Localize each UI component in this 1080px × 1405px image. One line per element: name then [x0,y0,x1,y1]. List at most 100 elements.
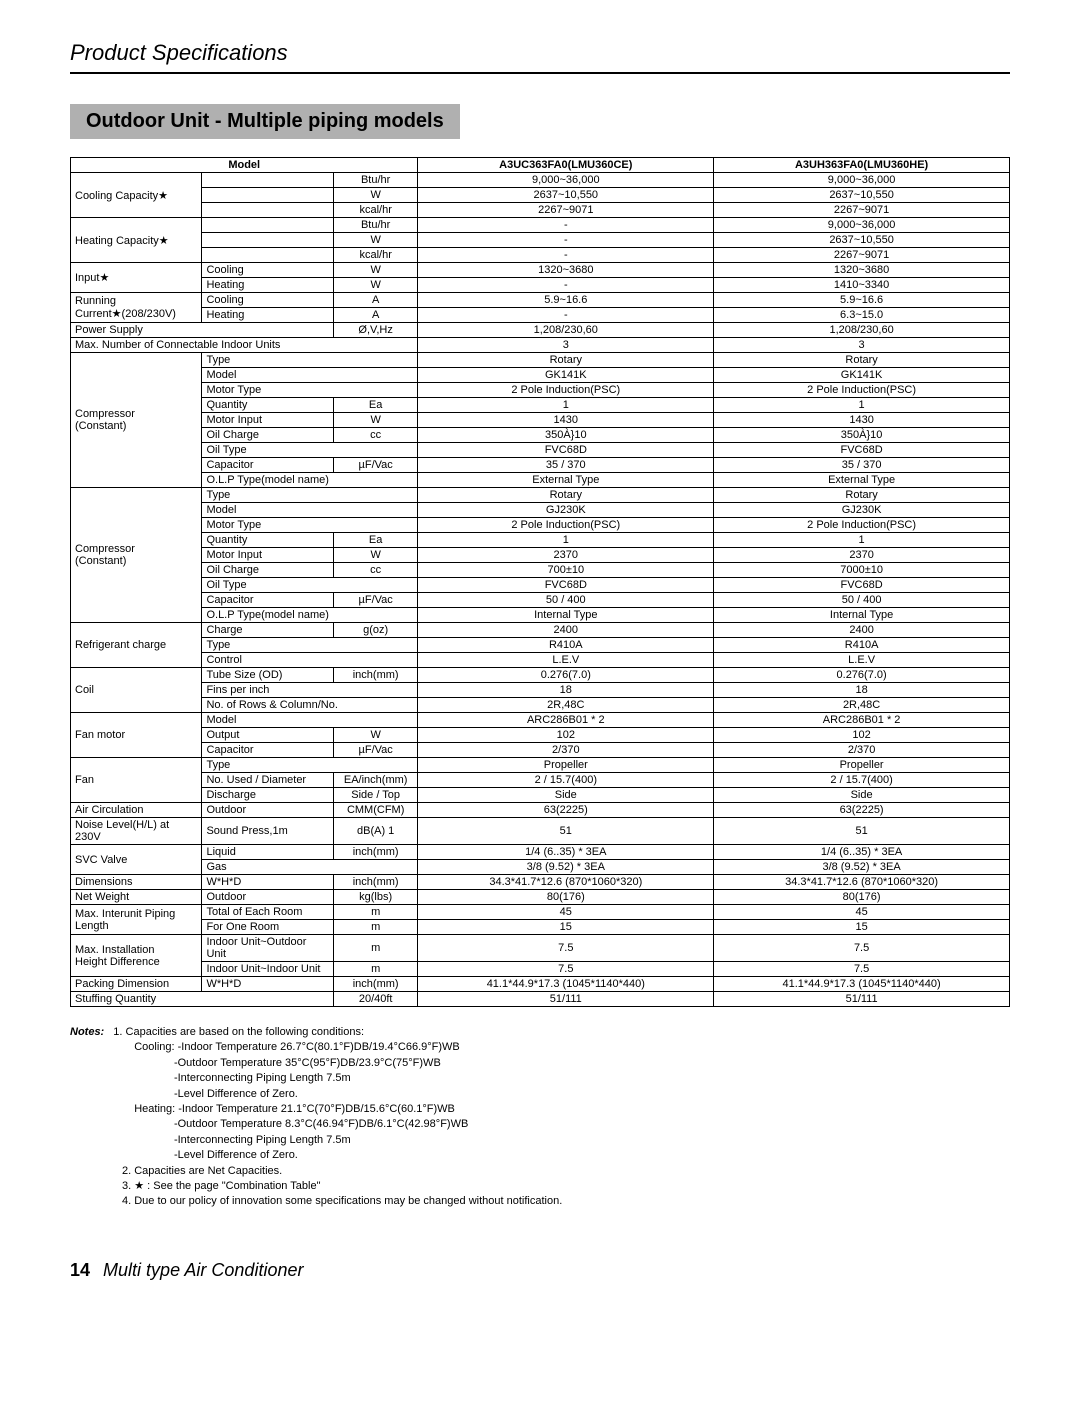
unit-cell: m [333,905,418,920]
sub-label: Quantity [202,533,333,548]
table-row: W-2637~10,550 [71,233,1010,248]
sub-label: Capacitor [202,743,333,758]
table-row: kcal/hr2267~90712267~9071 [71,203,1010,218]
table-row: Motor Type2 Pole Induction(PSC)2 Pole In… [71,383,1010,398]
value-col-1: 1/4 (6..35) * 3EA [418,845,714,860]
value-col-1: - [418,308,714,323]
sub-label: Fins per inch [202,683,418,698]
value-col-2: 1/4 (6..35) * 3EA [714,845,1010,860]
value-col-2: 45 [714,905,1010,920]
table-row: ModelGK141KGK141K [71,368,1010,383]
value-col-2: 35 / 370 [714,458,1010,473]
value-col-2: 2267~9071 [714,248,1010,263]
sub-label: Quantity [202,398,333,413]
sub-label: Oil Type [202,443,418,458]
value-col-1: 63(2225) [418,803,714,818]
value-col-2: 2/370 [714,743,1010,758]
unit-cell: µF/Vac [333,743,418,758]
unit-cell: Ea [333,533,418,548]
table-row: Compressor (Constant)TypeRotaryRotary [71,353,1010,368]
group-label: Air Circulation [71,803,202,818]
table-row: Heating Capacity★Btu/hr-9,000~36,000 [71,218,1010,233]
table-row: HeatingA-6.3~15.0 [71,308,1010,323]
col-2-header: A3UH363FA0(LMU360HE) [714,158,1010,173]
value-col-2: 2 / 15.7(400) [714,773,1010,788]
sub-label: No. of Rows & Column/No. [202,698,418,713]
table-row: HeatingW-1410~3340 [71,278,1010,293]
unit-cell: g(oz) [333,623,418,638]
value-col-1: FVC68D [418,578,714,593]
sub-label: Oil Type [202,578,418,593]
table-row: Noise Level(H/L) at 230VSound Press,1mdB… [71,818,1010,845]
value-col-1: 350À}10 [418,428,714,443]
table-row: CapacitorµF/Vac2/3702/370 [71,743,1010,758]
value-col-2: 63(2225) [714,803,1010,818]
table-row: Oil TypeFVC68DFVC68D [71,578,1010,593]
sub-label [202,173,333,188]
sub-label: Motor Type [202,518,418,533]
value-col-1: 2400 [418,623,714,638]
table-row: Motor InputW14301430 [71,413,1010,428]
group-label: Running Current★(208/230V) [71,293,202,323]
table-row: TypeR410AR410A [71,638,1010,653]
group-label: Input★ [71,263,202,293]
value-col-1: 34.3*41.7*12.6 (870*1060*320) [418,875,714,890]
value-col-2: 1410~3340 [714,278,1010,293]
note-line: -Interconnecting Piping Length 7.5m [122,1133,1010,1148]
table-row: Running Current★(208/230V)CoolingA5.9~16… [71,293,1010,308]
value-col-1: - [418,233,714,248]
value-col-1: 15 [418,920,714,935]
unit-cell: cc [333,563,418,578]
group-label: Coil [71,668,202,713]
notes-block: Notes: 1. Capacities are based on the fo… [70,1025,1010,1210]
value-col-1: 41.1*44.9*17.3 (1045*1140*440) [418,977,714,992]
value-col-1: 35 / 370 [418,458,714,473]
table-row: Air CirculationOutdoorCMM(CFM)63(2225)63… [71,803,1010,818]
value-col-2: 3/8 (9.52) * 3EA [714,860,1010,875]
value-col-2: 1 [714,533,1010,548]
value-col-2: 2637~10,550 [714,188,1010,203]
value-col-2: R410A [714,638,1010,653]
value-col-2: 1320~3680 [714,263,1010,278]
sub-label [202,233,333,248]
table-row: CapacitorµF/Vac50 / 40050 / 400 [71,593,1010,608]
value-col-1: 7.5 [418,935,714,962]
table-row: ModelGJ230KGJ230K [71,503,1010,518]
unit-cell: kg(lbs) [333,890,418,905]
value-col-2: 51 [714,818,1010,845]
value-col-1: ARC286B01 * 2 [418,713,714,728]
value-col-2: 9,000~36,000 [714,173,1010,188]
sub-label: Model [202,503,418,518]
value-col-1: Internal Type [418,608,714,623]
sub-label: Motor Type [202,383,418,398]
value-col-1: 2 Pole Induction(PSC) [418,383,714,398]
note-line: Heating: -Indoor Temperature 21.1°C(70°F… [122,1102,1010,1117]
section-title: Outdoor Unit - Multiple piping models [70,104,460,139]
table-row: Motor Type2 Pole Induction(PSC)2 Pole In… [71,518,1010,533]
table-row: O.L.P Type(model name)External TypeExter… [71,473,1010,488]
table-row: Oil Chargecc350À}10350À}10 [71,428,1010,443]
unit-cell: W [333,233,418,248]
sub-label [202,188,333,203]
model-header: Model [71,158,418,173]
group-label: Max. Installation Height Difference [71,935,202,977]
spec-table: Model A3UC363FA0(LMU360CE) A3UH363FA0(LM… [70,157,1010,1007]
value-col-2: 2400 [714,623,1010,638]
value-col-2: Side [714,788,1010,803]
value-col-1: 80(176) [418,890,714,905]
unit-cell: 20/40ft [333,992,418,1007]
page-number: 14 [70,1260,90,1280]
value-col-2: GK141K [714,368,1010,383]
sub-label: W*H*D [202,875,333,890]
sub-label: Cooling [202,293,333,308]
value-col-2: GJ230K [714,503,1010,518]
value-col-1: 3/8 (9.52) * 3EA [418,860,714,875]
sub-label: Heating [202,308,333,323]
unit-cell: kcal/hr [333,248,418,263]
table-row: Compressor (Constant)TypeRotaryRotary [71,488,1010,503]
sub-label: Sound Press,1m [202,818,333,845]
table-row: CapacitorµF/Vac35 / 37035 / 370 [71,458,1010,473]
table-row: Indoor Unit~Indoor Unitm7.57.5 [71,962,1010,977]
value-col-1: L.E.V [418,653,714,668]
value-col-1: - [418,248,714,263]
